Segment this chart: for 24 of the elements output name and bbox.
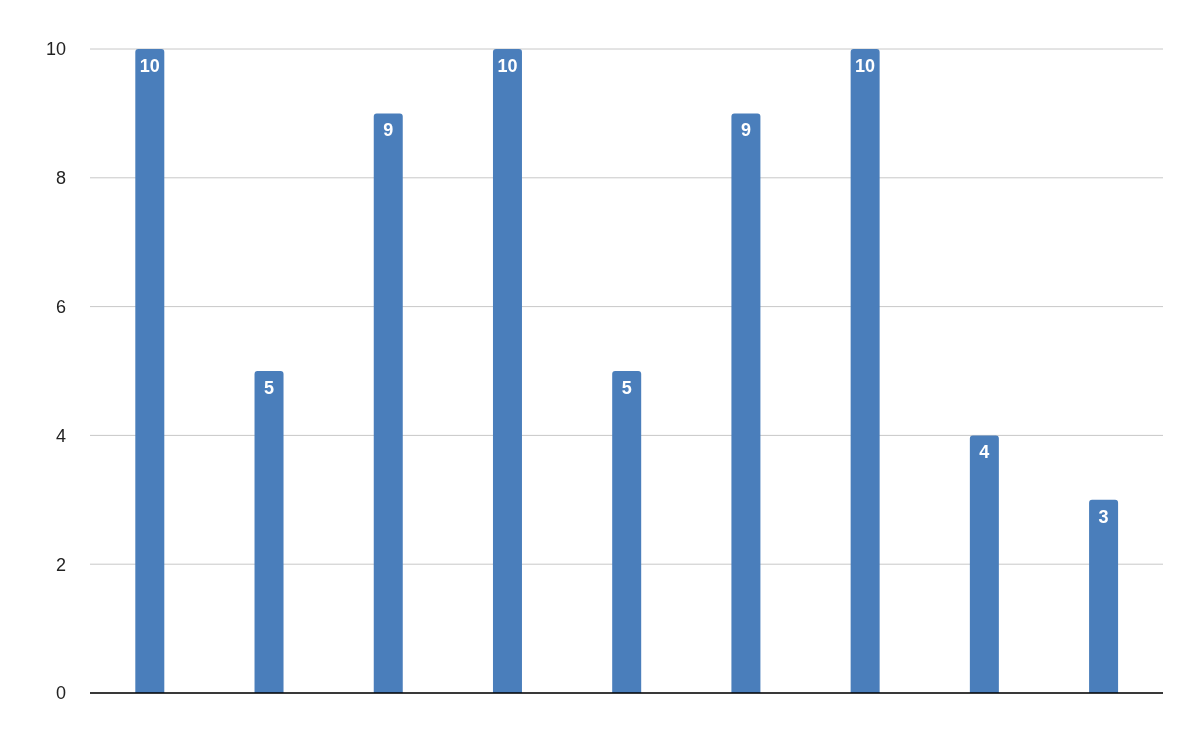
y-tick-label: 0 bbox=[55, 683, 66, 704]
data-label: 5 bbox=[264, 377, 275, 398]
bar bbox=[135, 49, 165, 693]
bar bbox=[612, 371, 642, 693]
bar bbox=[850, 49, 880, 693]
bar bbox=[1089, 499, 1119, 693]
data-label: 3 bbox=[1098, 506, 1109, 527]
data-label: 5 bbox=[621, 377, 632, 398]
data-label: 10 bbox=[855, 55, 876, 76]
bar bbox=[373, 113, 403, 693]
y-tick-label: 10 bbox=[45, 39, 66, 60]
data-label: 9 bbox=[740, 120, 751, 141]
bar bbox=[254, 371, 284, 693]
bar bbox=[492, 49, 522, 693]
data-label: 9 bbox=[383, 120, 394, 141]
data-label: 4 bbox=[979, 442, 990, 463]
data-label: 10 bbox=[497, 55, 518, 76]
y-tick-label: 8 bbox=[55, 168, 66, 189]
bar bbox=[969, 435, 999, 693]
y-tick-label: 6 bbox=[55, 296, 66, 317]
data-label: 10 bbox=[139, 55, 160, 76]
y-tick-label: 4 bbox=[55, 425, 66, 446]
y-tick-label: 2 bbox=[55, 554, 66, 575]
bar bbox=[731, 113, 761, 693]
